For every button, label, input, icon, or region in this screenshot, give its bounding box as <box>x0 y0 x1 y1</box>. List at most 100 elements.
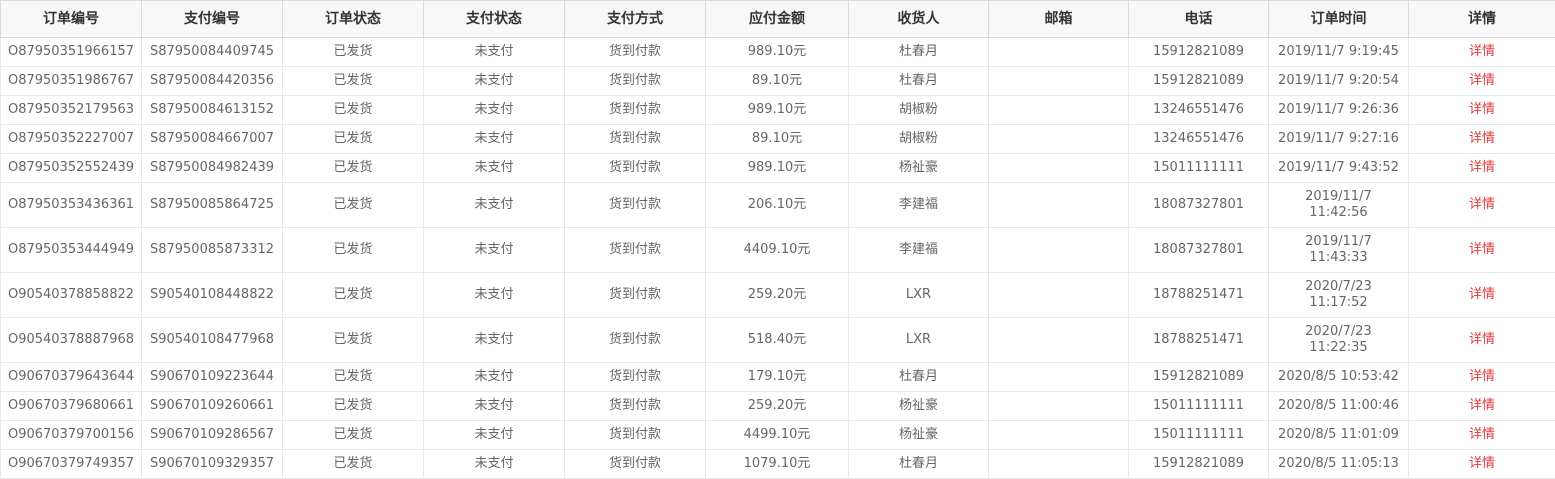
cell-pay_status: 未支付 <box>424 450 565 479</box>
order-detail-link[interactable]: 详情 <box>1469 398 1495 413</box>
cell-phone: 18788251471 <box>1129 273 1269 318</box>
cell-pay_method: 货到付款 <box>565 38 706 67</box>
cell-order_status: 已发货 <box>283 67 424 96</box>
cell-order_status: 已发货 <box>283 421 424 450</box>
cell-amount: 4409.10元 <box>706 228 849 273</box>
cell-amount: 989.10元 <box>706 96 849 125</box>
order-detail-link[interactable]: 详情 <box>1469 242 1495 257</box>
cell-order_no: O90670379680661 <box>1 392 142 421</box>
cell-email <box>989 154 1129 183</box>
cell-amount: 4499.10元 <box>706 421 849 450</box>
cell-time: 2019/11/7 9:19:45 <box>1269 38 1409 67</box>
cell-consignee: LXR <box>849 318 989 363</box>
cell-phone: 15011111111 <box>1129 392 1269 421</box>
cell-time: 2020/8/5 11:01:09 <box>1269 421 1409 450</box>
order-detail-link[interactable]: 详情 <box>1469 427 1495 442</box>
cell-detail: 详情 <box>1409 318 1555 363</box>
cell-time: 2019/11/7 11:42:56 <box>1269 183 1409 228</box>
cell-time: 2019/11/7 9:43:52 <box>1269 154 1409 183</box>
cell-amount: 89.10元 <box>706 125 849 154</box>
cell-pay_method: 货到付款 <box>565 125 706 154</box>
cell-pay_method: 货到付款 <box>565 67 706 96</box>
cell-consignee: 杨祉豪 <box>849 392 989 421</box>
cell-pay_no: S90540108448822 <box>142 273 283 318</box>
cell-order_status: 已发货 <box>283 363 424 392</box>
cell-pay_no: S90670109329357 <box>142 450 283 479</box>
cell-detail: 详情 <box>1409 421 1555 450</box>
order-detail-link[interactable]: 详情 <box>1469 44 1495 59</box>
order-detail-link[interactable]: 详情 <box>1469 131 1495 146</box>
cell-pay_method: 货到付款 <box>565 96 706 125</box>
column-header-pay_method: 支付方式 <box>565 1 706 38</box>
cell-order_no: O87950352552439 <box>1 154 142 183</box>
cell-order_status: 已发货 <box>283 96 424 125</box>
cell-order_no: O90540378887968 <box>1 318 142 363</box>
order-detail-link[interactable]: 详情 <box>1469 102 1495 117</box>
order-detail-link[interactable]: 详情 <box>1469 456 1495 471</box>
cell-amount: 1079.10元 <box>706 450 849 479</box>
cell-phone: 15912821089 <box>1129 363 1269 392</box>
cell-pay_status: 未支付 <box>424 125 565 154</box>
order-detail-link[interactable]: 详情 <box>1469 332 1495 347</box>
cell-pay_method: 货到付款 <box>565 450 706 479</box>
cell-time: 2020/8/5 11:00:46 <box>1269 392 1409 421</box>
cell-order_status: 已发货 <box>283 318 424 363</box>
cell-consignee: 杜春月 <box>849 363 989 392</box>
cell-order_no: O87950352227007 <box>1 125 142 154</box>
cell-pay_status: 未支付 <box>424 154 565 183</box>
cell-order_status: 已发货 <box>283 154 424 183</box>
order-detail-link[interactable]: 详情 <box>1469 73 1495 88</box>
cell-email <box>989 363 1129 392</box>
cell-email <box>989 228 1129 273</box>
cell-pay_method: 货到付款 <box>565 154 706 183</box>
cell-email <box>989 125 1129 154</box>
cell-order_no: O90670379749357 <box>1 450 142 479</box>
order-detail-link[interactable]: 详情 <box>1469 197 1495 212</box>
cell-detail: 详情 <box>1409 154 1555 183</box>
cell-pay_method: 货到付款 <box>565 183 706 228</box>
cell-pay_method: 货到付款 <box>565 363 706 392</box>
cell-order_status: 已发货 <box>283 392 424 421</box>
cell-phone: 13246551476 <box>1129 96 1269 125</box>
orders-table-header: 订单编号支付编号订单状态支付状态支付方式应付金额收货人邮箱电话订单时间详情 <box>1 1 1555 38</box>
cell-detail: 详情 <box>1409 363 1555 392</box>
cell-pay_status: 未支付 <box>424 392 565 421</box>
cell-phone: 15912821089 <box>1129 450 1269 479</box>
cell-amount: 259.20元 <box>706 392 849 421</box>
cell-detail: 详情 <box>1409 228 1555 273</box>
cell-time: 2020/7/23 11:22:35 <box>1269 318 1409 363</box>
cell-pay_method: 货到付款 <box>565 273 706 318</box>
cell-consignee: 胡椒粉 <box>849 96 989 125</box>
cell-phone: 18087327801 <box>1129 183 1269 228</box>
column-header-pay_status: 支付状态 <box>424 1 565 38</box>
cell-pay_status: 未支付 <box>424 273 565 318</box>
cell-consignee: 杨祉豪 <box>849 421 989 450</box>
cell-pay_no: S87950084982439 <box>142 154 283 183</box>
cell-pay_no: S90670109260661 <box>142 392 283 421</box>
cell-phone: 15011111111 <box>1129 421 1269 450</box>
cell-phone: 18087327801 <box>1129 228 1269 273</box>
order-detail-link[interactable]: 详情 <box>1469 160 1495 175</box>
cell-detail: 详情 <box>1409 392 1555 421</box>
cell-consignee: 胡椒粉 <box>849 125 989 154</box>
cell-email <box>989 38 1129 67</box>
order-detail-link[interactable]: 详情 <box>1469 287 1495 302</box>
cell-email <box>989 450 1129 479</box>
cell-consignee: 杨祉豪 <box>849 154 989 183</box>
cell-pay_no: S87950085873312 <box>142 228 283 273</box>
cell-email <box>989 183 1129 228</box>
column-header-phone: 电话 <box>1129 1 1269 38</box>
cell-amount: 259.20元 <box>706 273 849 318</box>
cell-order_no: O87950351986767 <box>1 67 142 96</box>
order-detail-link[interactable]: 详情 <box>1469 369 1495 384</box>
column-header-email: 邮箱 <box>989 1 1129 38</box>
cell-pay_method: 货到付款 <box>565 318 706 363</box>
cell-consignee: LXR <box>849 273 989 318</box>
cell-amount: 206.10元 <box>706 183 849 228</box>
